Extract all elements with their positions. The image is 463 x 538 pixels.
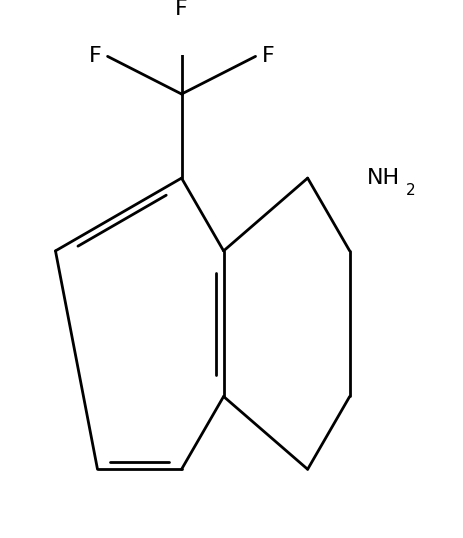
Text: F: F <box>175 0 188 19</box>
Text: NH: NH <box>366 168 399 188</box>
Text: 2: 2 <box>405 183 415 198</box>
Text: F: F <box>89 46 101 66</box>
Text: F: F <box>261 46 274 66</box>
